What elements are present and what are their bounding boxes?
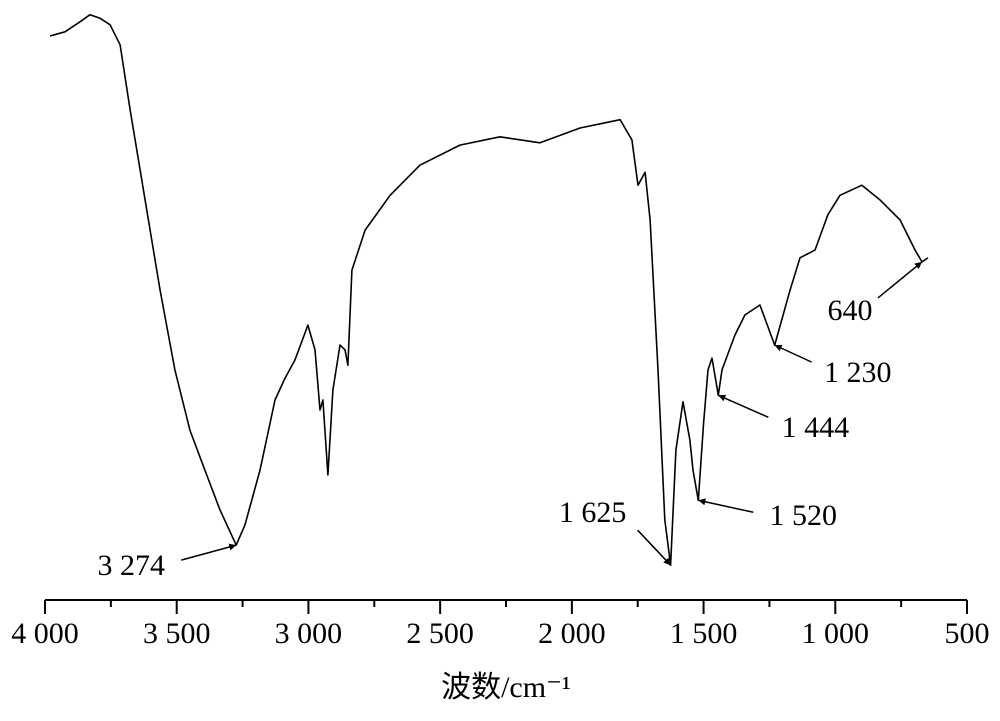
- x-tick-label: 4 000: [11, 617, 79, 650]
- x-tick-label: 3 500: [143, 617, 211, 650]
- spectrum-line: [49, 13, 929, 566]
- annotation-arrow: [877, 261, 923, 299]
- annotation-label: 1 444: [782, 411, 850, 444]
- annotation-arrow: [718, 394, 769, 418]
- annotation-arrow: [637, 529, 672, 566]
- x-tick-label: 3 000: [275, 617, 343, 650]
- x-axis-label: 波数/cm⁻¹: [441, 671, 571, 704]
- x-tick-label: 1 000: [802, 617, 870, 650]
- x-tick-label: 1 500: [670, 617, 738, 650]
- x-tick-label: 2 000: [538, 617, 606, 650]
- annotation-label: 3 274: [97, 549, 165, 582]
- annotation-arrow: [774, 344, 813, 363]
- annotation-arrow: [181, 543, 237, 561]
- annotation-label: 1 520: [770, 499, 838, 532]
- x-tick-label: 2 500: [406, 617, 474, 650]
- annotation-label: 1 625: [559, 496, 627, 529]
- annotation-label: 640: [827, 294, 872, 327]
- annotation-arrow: [698, 498, 754, 514]
- x-tick-label: 500: [945, 617, 990, 650]
- annotation-label: 1 230: [824, 356, 892, 389]
